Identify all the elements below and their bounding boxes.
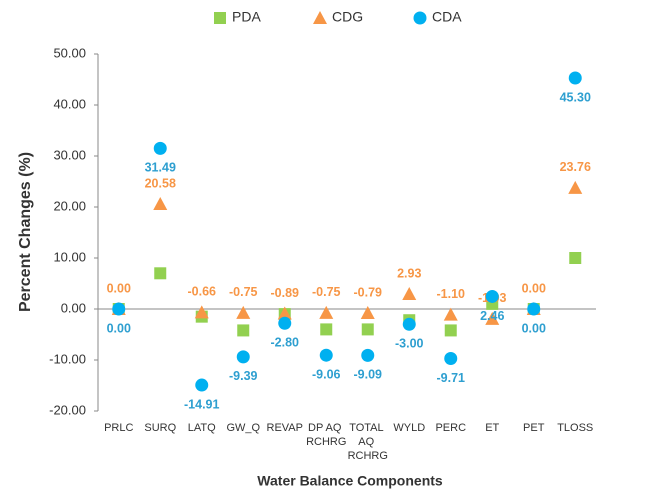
marker-triangle (360, 306, 375, 320)
x-tick-label: REVAP (267, 422, 303, 434)
marker-square (154, 267, 167, 280)
marker-triangle (485, 311, 500, 325)
data-label: 20.58 (145, 176, 176, 190)
marker-circle (568, 71, 582, 85)
data-label: -3.00 (395, 337, 424, 351)
marker-circle (444, 352, 458, 366)
y-tick-label: 20.00 (53, 198, 86, 213)
data-label: -9.06 (312, 368, 341, 382)
data-label: 31.49 (145, 161, 176, 175)
data-label: 2.93 (397, 266, 421, 280)
marker-circle (361, 348, 375, 362)
x-tick-label: TOTAL AQ RCHRG (348, 422, 388, 462)
x-tick-label: LATQ (188, 422, 216, 434)
x-tick-label: ET (485, 422, 499, 434)
x-tick-label: GW_Q (226, 422, 260, 434)
marker-triangle (568, 180, 583, 194)
marker-triangle (277, 306, 292, 320)
y-tick-label: -10.00 (49, 351, 86, 366)
legend-label: CDA (432, 9, 462, 25)
marker-circle (413, 11, 427, 25)
x-tick-label: PERC (435, 422, 466, 434)
y-axis-title: Percent Changes (%) (17, 152, 34, 312)
data-label: -0.89 (271, 286, 300, 300)
marker-square (237, 324, 250, 337)
x-tick-label: TLOSS (557, 422, 593, 434)
data-label: -0.75 (312, 285, 341, 299)
x-tick-label: DP AQ RCHRG (306, 422, 346, 448)
data-label: -2.80 (271, 336, 300, 350)
marker-square (361, 323, 374, 336)
marker-circle (153, 141, 167, 155)
marker-circle (527, 302, 541, 316)
data-label: -9.09 (354, 368, 383, 382)
marker-triangle (236, 305, 251, 319)
marker-circle (195, 378, 209, 392)
y-tick-label: 0.00 (61, 300, 86, 315)
marker-circle (485, 289, 499, 303)
y-tick-label: 10.00 (53, 249, 86, 264)
marker-circle (236, 350, 250, 364)
marker-circle (319, 348, 333, 362)
legend-label: CDG (332, 9, 363, 25)
marker-circle (402, 317, 416, 331)
x-tick-label: PRLC (104, 422, 133, 434)
y-tick-label: 30.00 (53, 147, 86, 162)
marker-triangle (443, 307, 458, 321)
data-label: 0.00 (107, 321, 131, 335)
data-label: -14.91 (184, 397, 219, 411)
data-label: 45.30 (560, 90, 591, 104)
data-label: -0.79 (354, 285, 383, 299)
data-label: -9.39 (229, 369, 258, 383)
marker-square (320, 323, 333, 336)
data-label: -0.75 (229, 285, 258, 299)
marker-triangle (319, 305, 334, 319)
y-tick-label: 40.00 (53, 96, 86, 111)
legend-label: PDA (232, 9, 261, 25)
marker-square (214, 12, 226, 24)
y-tick-label: 50.00 (53, 45, 86, 60)
marker-triangle (313, 11, 327, 24)
marker-triangle (153, 197, 168, 211)
marker-circle (112, 302, 126, 316)
data-label: 23.76 (560, 160, 591, 174)
x-tick-label: WYLD (393, 422, 425, 434)
data-label: 0.00 (522, 321, 546, 335)
y-tick-label: -20.00 (49, 402, 86, 417)
marker-triangle (402, 287, 417, 301)
data-label: -1.10 (437, 287, 466, 301)
marker-circle (278, 316, 292, 330)
x-tick-label: PET (523, 422, 545, 434)
x-axis-title: Water Balance Components (257, 473, 443, 489)
x-tick-label: SURQ (144, 422, 176, 434)
marker-triangle (194, 305, 209, 319)
data-label: -0.66 (188, 285, 217, 299)
data-label: 2.46 (480, 309, 504, 323)
marker-square (444, 324, 457, 337)
data-label: -9.71 (437, 371, 466, 385)
marker-square (569, 252, 582, 264)
data-label: 0.00 (107, 281, 131, 295)
data-label: 0.00 (522, 281, 546, 295)
